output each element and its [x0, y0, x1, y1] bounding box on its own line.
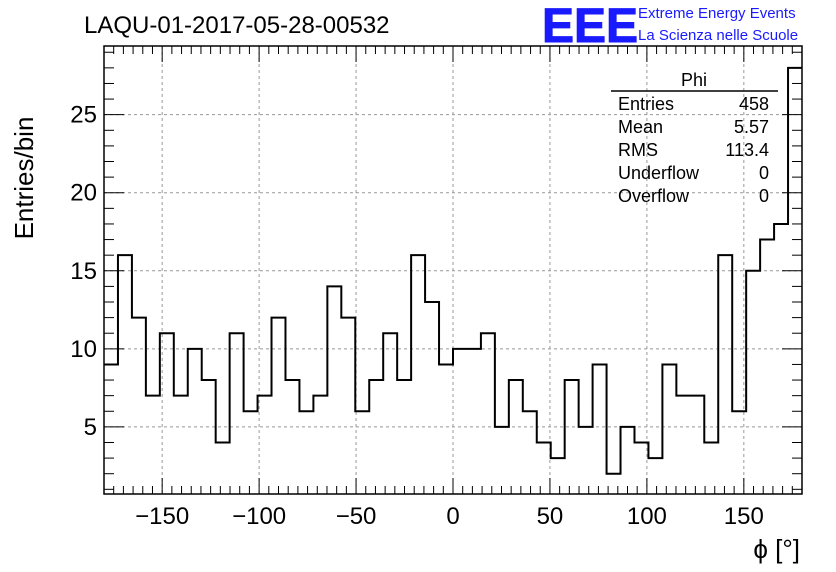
y-tick-label: 20	[70, 180, 97, 207]
stats-value-underflow: 0	[759, 163, 769, 183]
x-tick-label: 150	[724, 503, 764, 530]
stats-value-mean: 5.57	[734, 117, 769, 137]
x-tick-label: −50	[336, 503, 377, 530]
logo-mark: EEE	[542, 0, 638, 53]
stats-value-entries: 458	[739, 94, 769, 114]
stats-label-mean: Mean	[618, 117, 663, 137]
axis-ticks	[104, 46, 802, 494]
y-axis-title: Entries/bin	[9, 117, 39, 240]
stats-label-underflow: Underflow	[618, 163, 700, 183]
y-tick-label: 25	[70, 102, 97, 129]
logo-line2: La Scienza nelle Scuole	[638, 27, 798, 44]
stats-value-rms: 113.4	[725, 140, 769, 160]
x-axis-title: ϕ [°]	[753, 534, 800, 564]
run-title: LAQU-01-2017-05-28-00532	[84, 12, 390, 39]
stats-label-entries: Entries	[618, 94, 674, 114]
y-tick-labels: 5 10 15 20 25	[70, 102, 97, 441]
stats-label-rms: RMS	[618, 140, 658, 160]
y-tick-label: 5	[84, 414, 97, 441]
stats-title: Phi	[681, 70, 707, 90]
y-tick-label: 10	[70, 336, 97, 363]
x-tick-label: 0	[446, 503, 459, 530]
x-tick-label: −100	[232, 503, 286, 530]
x-tick-label: 100	[627, 503, 667, 530]
grid	[104, 46, 802, 494]
x-tick-labels: −150 −100 −50 0 50 100 150	[135, 503, 764, 530]
stats-value-overflow: 0	[759, 186, 769, 206]
stats-label-overflow: Overflow	[618, 186, 690, 206]
logo-line1: Extreme Energy Events	[638, 5, 796, 22]
x-tick-label: −150	[135, 503, 189, 530]
eee-logo: EEE Extreme Energy Events La Scienza nel…	[542, 0, 799, 54]
y-tick-label: 15	[70, 258, 97, 285]
histogram-line	[104, 66, 802, 475]
x-tick-label: 50	[537, 503, 564, 530]
stats-box: Phi Entries 458 Mean 5.57 RMS 113.4 Unde…	[611, 70, 778, 206]
